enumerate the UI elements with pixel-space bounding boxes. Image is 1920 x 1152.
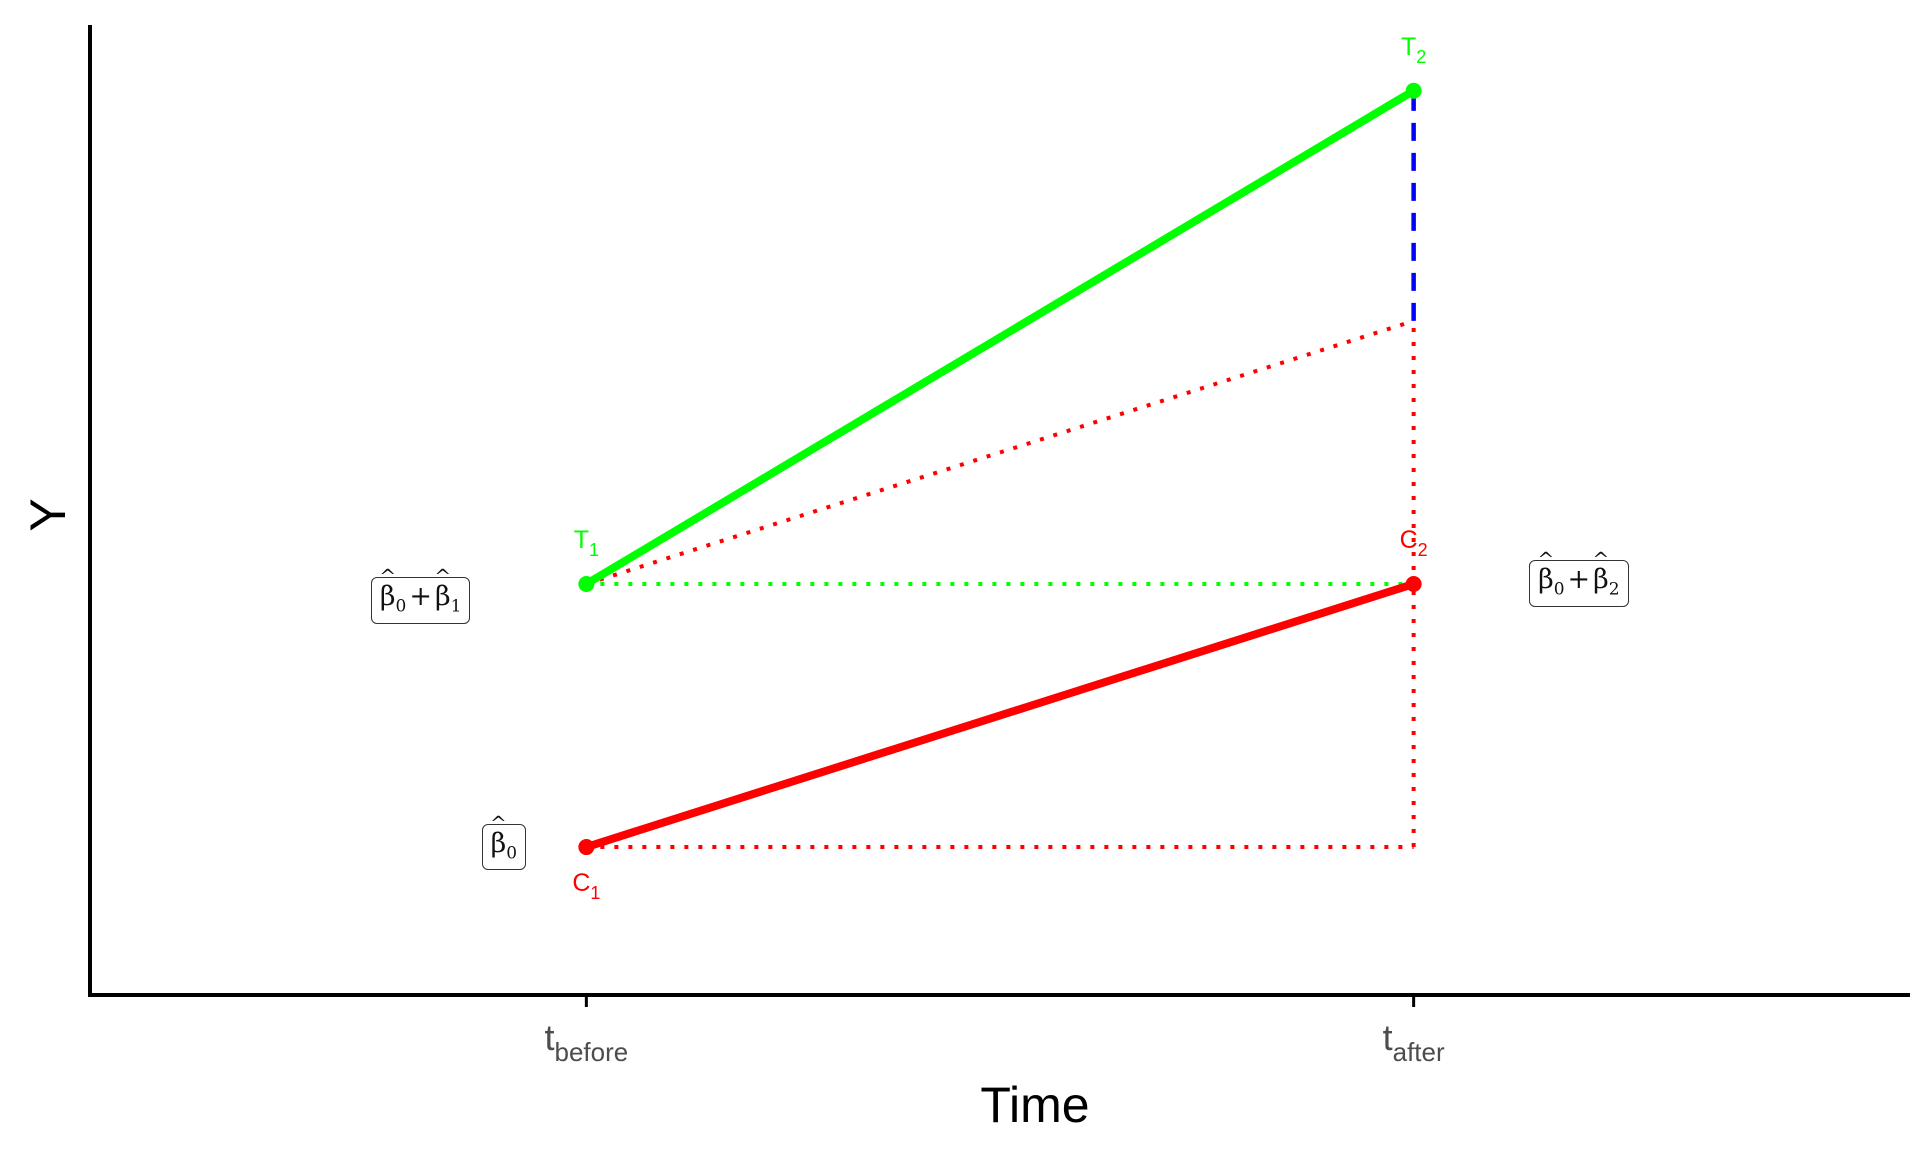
- beta-subscript: 0: [1553, 579, 1565, 600]
- series-point-control-2: [1405, 575, 1422, 592]
- beta-symbol: β: [435, 581, 451, 612]
- series-point-treatment-2: [1405, 82, 1422, 99]
- series-point-treatment-1: [578, 575, 595, 592]
- coefficient-label-1: β0+β1: [370, 576, 471, 624]
- x-tick-label-after: tafter: [1383, 1017, 1445, 1067]
- beta-symbol: β: [1593, 564, 1609, 595]
- series-line-treatment: [582, 86, 1418, 588]
- beta-symbol: β: [1538, 564, 1554, 595]
- operator: +: [409, 580, 432, 612]
- beta-subscript: 1: [450, 596, 462, 617]
- series-line-control: [582, 579, 1418, 852]
- beta-subscript: 0: [395, 596, 407, 617]
- beta-symbol: β: [380, 581, 396, 612]
- point-label-T2: T2: [1401, 33, 1426, 67]
- beta-subscript: 0: [506, 842, 518, 863]
- operator: +: [1567, 564, 1591, 596]
- point-label-C1: C1: [572, 869, 600, 903]
- series-point-control-1: [578, 839, 595, 856]
- beta-symbol: β: [491, 828, 507, 859]
- x-axis-title: Time: [980, 1077, 1089, 1133]
- y-axis-title: Y: [20, 498, 76, 531]
- coefficient-label-3: β0: [481, 823, 527, 871]
- beta-subscript: 2: [1608, 579, 1620, 600]
- point-label-C2: C2: [1400, 526, 1428, 560]
- reference-line-2: [585, 319, 1415, 586]
- point-label-T1: T1: [574, 526, 599, 560]
- x-tick-label-before: tbefore: [544, 1017, 628, 1067]
- coefficient-label-2: β0+β2: [1529, 560, 1629, 608]
